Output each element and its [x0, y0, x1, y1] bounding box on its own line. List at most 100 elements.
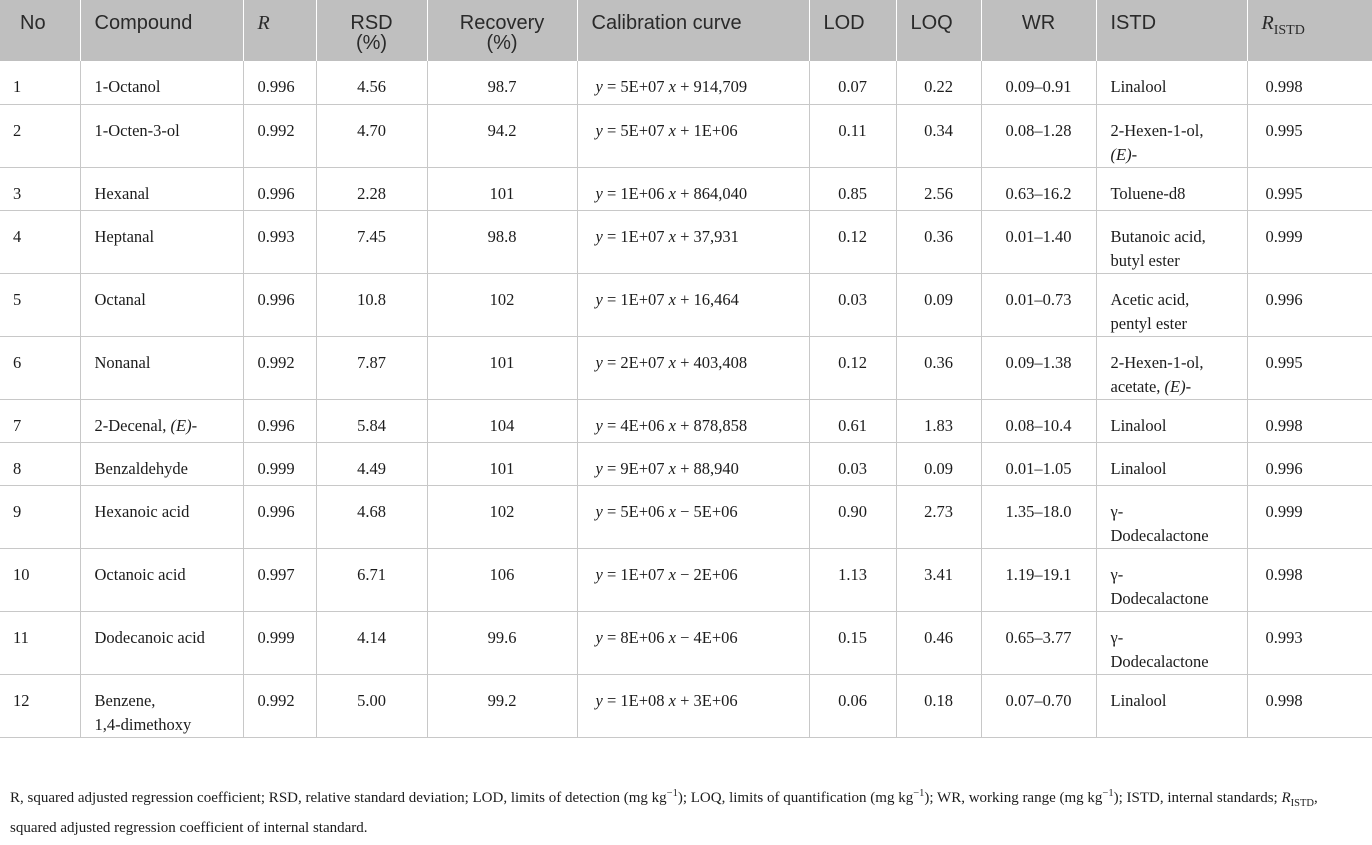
- cell-r: 0.992: [242, 674, 316, 738]
- cell-r-istd: 0.999: [1246, 210, 1372, 274]
- cell-loq: 0.22: [895, 61, 981, 105]
- cell-wr: 0.63–16.2: [980, 167, 1096, 211]
- cell-r-istd: 0.995: [1246, 167, 1372, 211]
- cell-no: 9: [0, 485, 80, 549]
- header-recovery-unit: (%): [486, 32, 518, 54]
- cell-lod: 0.61: [808, 399, 896, 443]
- header-rsd-label: RSD: [350, 12, 393, 34]
- cell-rsd: 5.00: [315, 674, 427, 738]
- cell-r: 0.996: [242, 485, 316, 549]
- cell-istd: γ- Dodecalactone: [1095, 548, 1247, 612]
- compound-name: Benzene,: [94, 690, 156, 710]
- eq-y: y: [595, 564, 603, 584]
- istd-line1: Linalool: [1110, 77, 1167, 96]
- eq-coefficient: 5E+07: [620, 77, 665, 96]
- cell-istd: Linalool: [1095, 442, 1247, 486]
- cell-calibration-curve: y = 1E+08 x + 3E+06: [576, 674, 809, 738]
- eq-coefficient: 8E+06: [620, 627, 665, 647]
- cell-wr: 1.19–19.1: [980, 548, 1096, 612]
- cell-r-istd: 0.998: [1246, 61, 1372, 105]
- istd-line2: pentyl ester: [1110, 313, 1188, 333]
- eq-coefficient: 4E+06: [620, 415, 665, 435]
- cell-lod: 0.12: [808, 210, 896, 274]
- cell-rsd: 4.68: [315, 485, 427, 549]
- eq-x: x: [668, 183, 676, 203]
- eq-equals: =: [606, 183, 617, 203]
- eq-operator: +: [680, 226, 690, 246]
- eq-constant: 864,040: [693, 183, 748, 203]
- eq-coefficient: 1E+07: [620, 226, 665, 246]
- eq-y: y: [595, 226, 603, 246]
- cell-lod: 0.12: [808, 336, 896, 400]
- header-istd: ISTD: [1095, 0, 1247, 61]
- cell-r-istd: 0.995: [1246, 336, 1372, 400]
- eq-constant: 16,464: [693, 289, 739, 309]
- eq-x: x: [668, 627, 676, 647]
- cell-no: 3: [0, 167, 80, 211]
- cell-rsd: 7.87: [315, 336, 427, 400]
- cell-calibration-curve: y = 2E+07 x + 403,408: [576, 336, 809, 400]
- cell-r-istd: 0.993: [1246, 611, 1372, 675]
- eq-coefficient: 5E+06: [620, 501, 665, 521]
- compound-name: Octanal: [94, 289, 146, 309]
- table-row: 3 Hexanal 0.996 2.28 101 y = 1E+06 x + 864,04…: [0, 167, 1372, 211]
- cell-lod: 0.15: [808, 611, 896, 675]
- results-table: No Compound R RSD (%) Recovery (%) Calibra…: [0, 0, 1372, 738]
- cell-r: 0.997: [242, 548, 316, 612]
- eq-equals: =: [606, 226, 617, 246]
- cell-no: 10: [0, 548, 80, 612]
- istd-line1: γ-: [1110, 627, 1124, 647]
- eq-operator: +: [680, 120, 690, 140]
- cell-no: 8: [0, 442, 80, 486]
- cell-r: 0.996: [242, 167, 316, 211]
- cell-r: 0.993: [242, 210, 316, 274]
- eq-y: y: [595, 690, 603, 710]
- footnote-sup2: −1: [913, 788, 925, 799]
- eq-coefficient: 2E+07: [620, 352, 665, 372]
- cell-recovery: 98.7: [426, 61, 577, 105]
- cell-lod: 0.03: [808, 273, 896, 337]
- table-footnote: R, squared adjusted regression coefficie…: [10, 782, 1366, 840]
- cell-calibration-curve: y = 1E+07 x + 16,464: [576, 273, 809, 337]
- cell-istd: γ- Dodecalactone: [1095, 485, 1247, 549]
- eq-x: x: [668, 226, 676, 246]
- eq-y: y: [595, 415, 603, 435]
- eq-constant: 88,940: [693, 458, 739, 478]
- eq-y: y: [595, 627, 603, 647]
- eq-operator: −: [680, 564, 690, 584]
- table-row: 6 Nonanal 0.992 7.87 101 y = 2E+07 x + 403,40…: [0, 336, 1372, 400]
- cell-r-istd: 0.996: [1246, 273, 1372, 337]
- eq-operator: +: [680, 415, 690, 435]
- cell-istd: 2-Hexen-1-ol, acetate, (E)-: [1095, 336, 1247, 400]
- cell-compound: Nonanal: [79, 336, 243, 400]
- cell-istd: Butanoic acid, butyl ester: [1095, 210, 1247, 274]
- cell-recovery: 98.8: [426, 210, 577, 274]
- header-rsd-unit: (%): [355, 32, 388, 54]
- eq-y: y: [595, 120, 603, 140]
- eq-equals: =: [606, 415, 617, 435]
- compound-name: Heptanal: [94, 226, 155, 246]
- istd-line1: Toluene-d8: [1110, 183, 1186, 203]
- compound-name: Dodecanoic acid: [94, 627, 205, 647]
- cell-loq: 0.18: [895, 674, 981, 738]
- compound-name: 1-Octen-3-ol: [94, 120, 180, 140]
- cell-rsd: 4.49: [315, 442, 427, 486]
- table-row: 11 Dodecanoic acid 0.999 4.14 99.6 y = 8E+06 …: [0, 611, 1372, 675]
- cell-compound: Hexanal: [79, 167, 243, 211]
- istd-line1: Butanoic acid,: [1110, 226, 1206, 246]
- footnote-part2: ); LOQ, limits of quantification (mg kg: [677, 790, 914, 806]
- header-compound: Compound: [79, 0, 243, 61]
- cell-no: 4: [0, 210, 80, 274]
- eq-operator: +: [680, 183, 690, 203]
- cell-wr: 0.01–1.05: [980, 442, 1096, 486]
- cell-r: 0.996: [242, 399, 316, 443]
- footnote-sup3: −1: [1102, 788, 1114, 799]
- cell-lod: 0.90: [808, 485, 896, 549]
- cell-lod: 1.13: [808, 548, 896, 612]
- cell-compound: Hexanoic acid: [79, 485, 243, 549]
- header-lod: LOD: [808, 0, 896, 61]
- eq-x: x: [668, 289, 676, 309]
- cell-loq: 0.36: [895, 336, 981, 400]
- compound-name: Hexanoic acid: [94, 501, 190, 521]
- cell-wr: 0.08–10.4: [980, 399, 1096, 443]
